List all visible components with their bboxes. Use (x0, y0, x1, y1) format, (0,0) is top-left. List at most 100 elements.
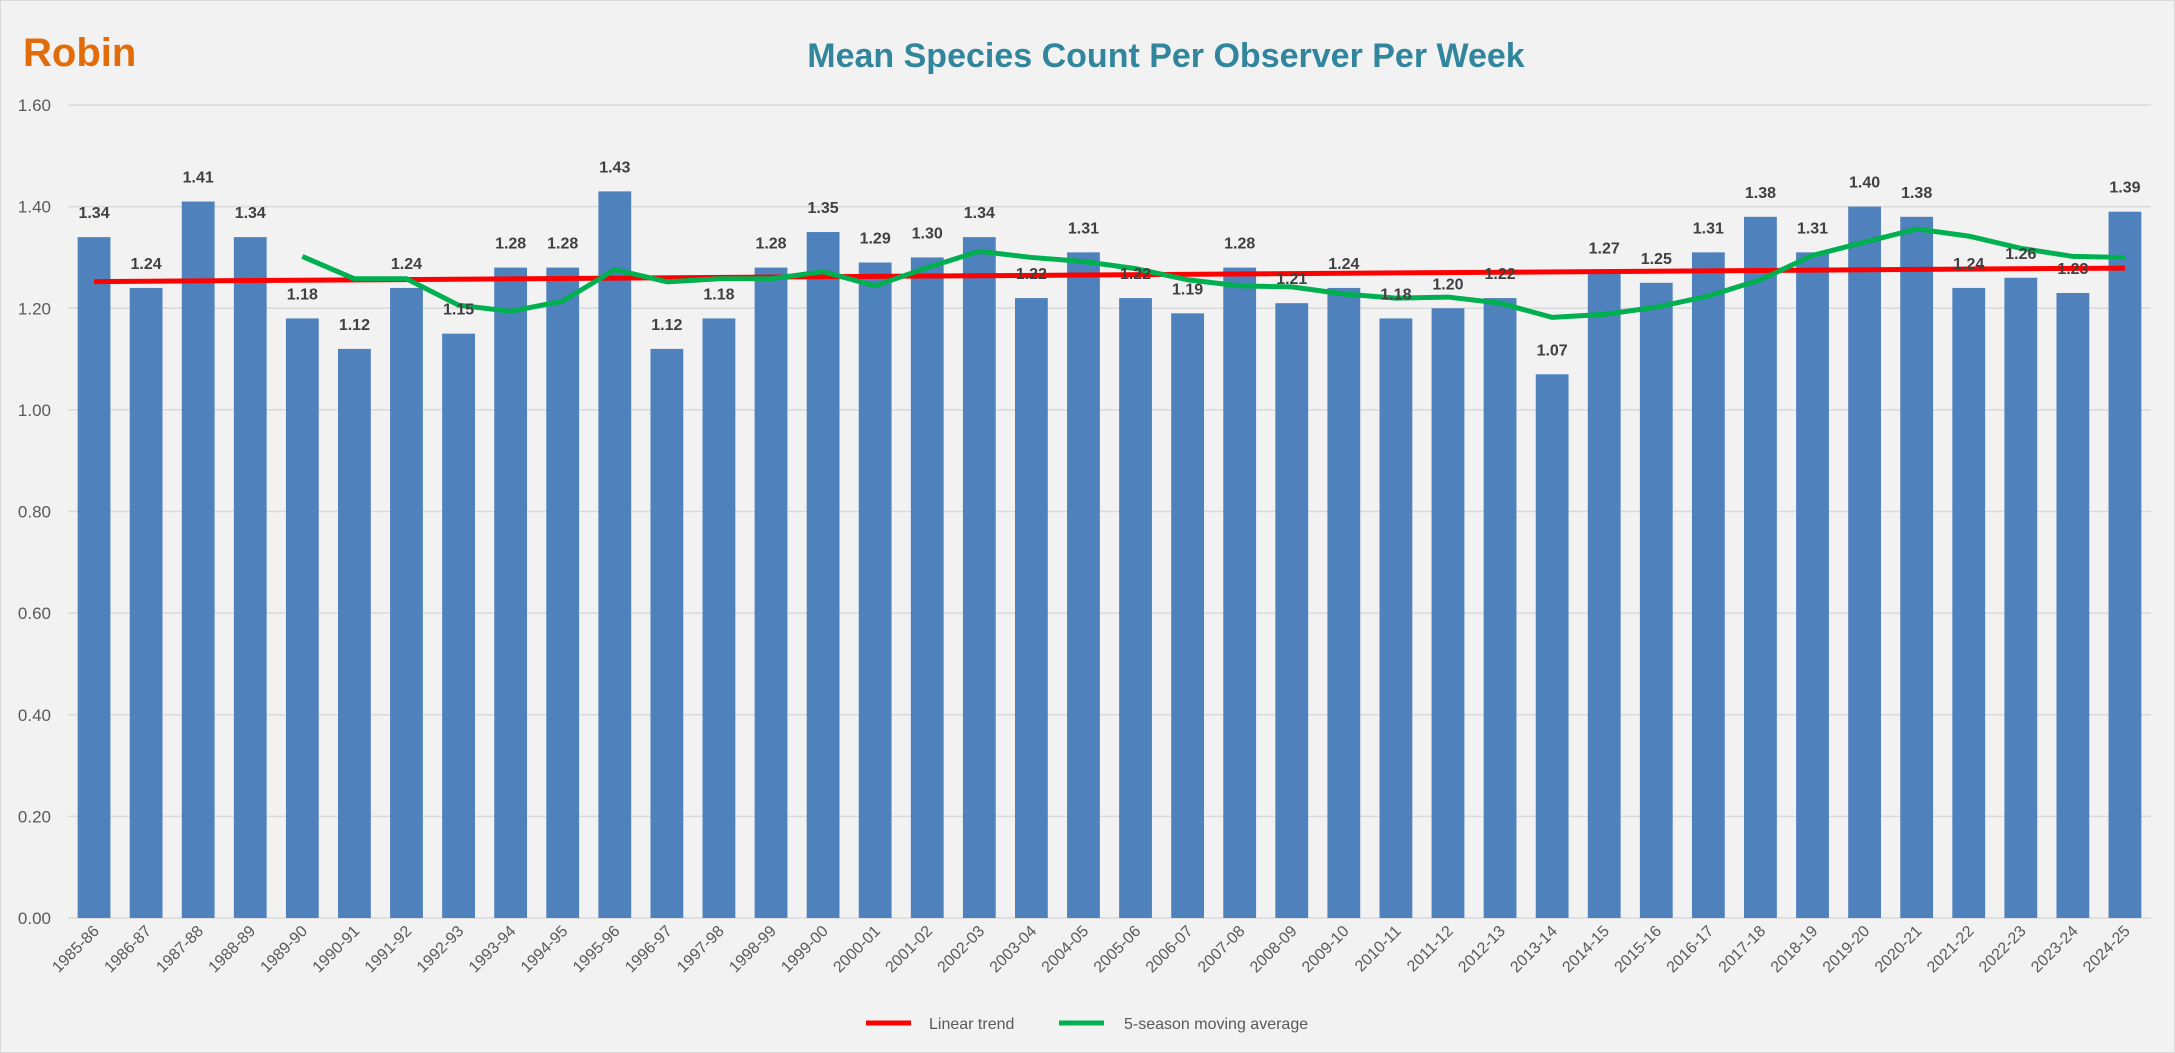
data-label: 1.28 (495, 236, 526, 253)
x-tick-label: 2013-14 (1507, 923, 1561, 977)
data-label: 1.35 (808, 200, 839, 217)
data-label: 1.31 (1693, 220, 1724, 237)
bar-2004-05 (1067, 252, 1100, 918)
legend: Linear trend 5-season moving average (866, 1016, 1308, 1033)
data-label: 1.38 (1745, 185, 1776, 202)
legend-moving-average-label: 5-season moving average (1124, 1016, 1308, 1033)
data-label: 1.18 (703, 286, 734, 303)
data-label: 1.29 (860, 231, 891, 248)
bar-2010-11 (1379, 318, 1413, 919)
bar-2015-16 (1639, 282, 1673, 918)
bar-2009-10 (1327, 287, 1361, 918)
bar-2022-23 (2004, 277, 2038, 918)
data-label: 1.25 (1641, 251, 1672, 268)
data-label: 1.12 (339, 317, 370, 334)
bar-2007-08 (1223, 267, 1257, 919)
moving-average-line (301, 226, 2126, 320)
bar-1999-00 (806, 232, 840, 918)
data-label: 1.34 (235, 205, 266, 222)
x-tick-label: 2000-01 (830, 923, 884, 977)
x-tick-label: 2007-08 (1195, 923, 1249, 977)
bar-2018-19 (1796, 252, 1829, 918)
x-tick-label: 2019-20 (1820, 923, 1874, 977)
y-tick-label: 1.60 (18, 96, 51, 115)
data-label: 1.07 (1537, 342, 1568, 359)
data-label: 1.38 (1901, 185, 1932, 202)
bar-1988-89 (233, 237, 267, 919)
data-label: 1.15 (443, 302, 474, 319)
x-tick-label: 2016-17 (1664, 923, 1718, 977)
x-tick-label: 2008-09 (1247, 923, 1301, 977)
x-tick-label: 1990-91 (310, 923, 364, 977)
bar-1998-99 (754, 267, 788, 919)
x-tick-label: 2002-03 (935, 923, 989, 977)
data-label: 1.28 (547, 236, 578, 253)
data-label: 1.24 (1328, 256, 1359, 273)
y-tick-label: 1.00 (18, 401, 51, 420)
data-label: 1.43 (599, 159, 630, 176)
bar-2021-22 (1952, 287, 1986, 918)
bar-2000-01 (858, 262, 892, 918)
bar-1991-92 (390, 287, 423, 918)
data-label: 1.34 (964, 205, 995, 222)
bar-2001-02 (910, 257, 944, 918)
bar-2002-03 (962, 237, 996, 919)
x-tick-label: 1985-86 (49, 923, 103, 977)
bar-1990-91 (338, 348, 371, 918)
data-label: 1.23 (2057, 261, 2088, 278)
x-tick-label: 1997-98 (674, 923, 728, 977)
data-label: 1.27 (1589, 241, 1620, 258)
x-tick-label: 1987-88 (153, 923, 207, 977)
species-name: Robin (23, 31, 136, 75)
x-tick-label: 1992-93 (414, 923, 468, 977)
x-axis: 1985-861986-871987-881988-891989-901990-… (49, 923, 2134, 977)
y-tick-label: 1.20 (18, 299, 51, 318)
x-tick-label: 1986-87 (101, 923, 155, 977)
bar-2006-07 (1171, 313, 1205, 918)
y-axis: 0.00 0.20 0.40 0.60 0.80 1.00 1.20 1.40 1.60 (18, 96, 51, 928)
bar-1989-90 (285, 318, 319, 919)
data-label: 1.18 (287, 286, 318, 303)
x-tick-label: 2021-22 (1924, 923, 1978, 977)
bar-1986-87 (129, 287, 163, 918)
y-tick-label: 0.40 (18, 706, 51, 725)
data-label: 1.21 (1276, 271, 1307, 288)
x-tick-label: 1996-97 (622, 923, 676, 977)
x-tick-label: 1998-99 (726, 923, 780, 977)
data-label: 1.31 (1797, 220, 1828, 237)
bar-2005-06 (1119, 298, 1152, 918)
x-tick-label: 2003-04 (987, 923, 1041, 977)
bar-1987-88 (181, 201, 215, 918)
y-tick-label: 1.40 (18, 198, 51, 217)
data-label: 1.24 (1953, 256, 1984, 273)
x-tick-label: 2004-05 (1039, 923, 1093, 977)
data-label: 1.40 (1849, 175, 1880, 192)
x-tick-label: 2014-15 (1559, 923, 1613, 977)
lines (94, 226, 2126, 320)
data-label: 1.12 (651, 317, 682, 334)
data-label: 1.24 (391, 256, 422, 273)
bar-2012-13 (1483, 298, 1517, 918)
bar-2020-21 (1900, 216, 1934, 919)
x-tick-label: 2023-24 (2028, 923, 2082, 977)
data-label: 1.22 (1016, 266, 1047, 283)
x-tick-label: 1994-95 (518, 923, 572, 977)
bar-2008-09 (1275, 303, 1309, 918)
data-label: 1.30 (912, 225, 943, 242)
x-tick-label: 2010-11 (1352, 923, 1405, 976)
bar-1997-98 (702, 318, 736, 919)
data-label: 1.28 (755, 236, 786, 253)
bar-1992-93 (442, 333, 475, 918)
bar-1993-94 (494, 267, 528, 919)
bar-2019-20 (1848, 206, 1881, 918)
x-tick-label: 2006-07 (1143, 923, 1197, 977)
bar-1996-97 (650, 348, 684, 918)
bar-2013-14 (1535, 374, 1569, 918)
data-label: 1.26 (2005, 246, 2036, 263)
gridlines (68, 104, 2151, 919)
x-tick-label: 2011-12 (1404, 923, 1457, 976)
x-tick-label: 2005-06 (1091, 923, 1145, 977)
y-tick-label: 0.60 (18, 604, 51, 623)
x-tick-label: 2020-21 (1872, 923, 1926, 977)
